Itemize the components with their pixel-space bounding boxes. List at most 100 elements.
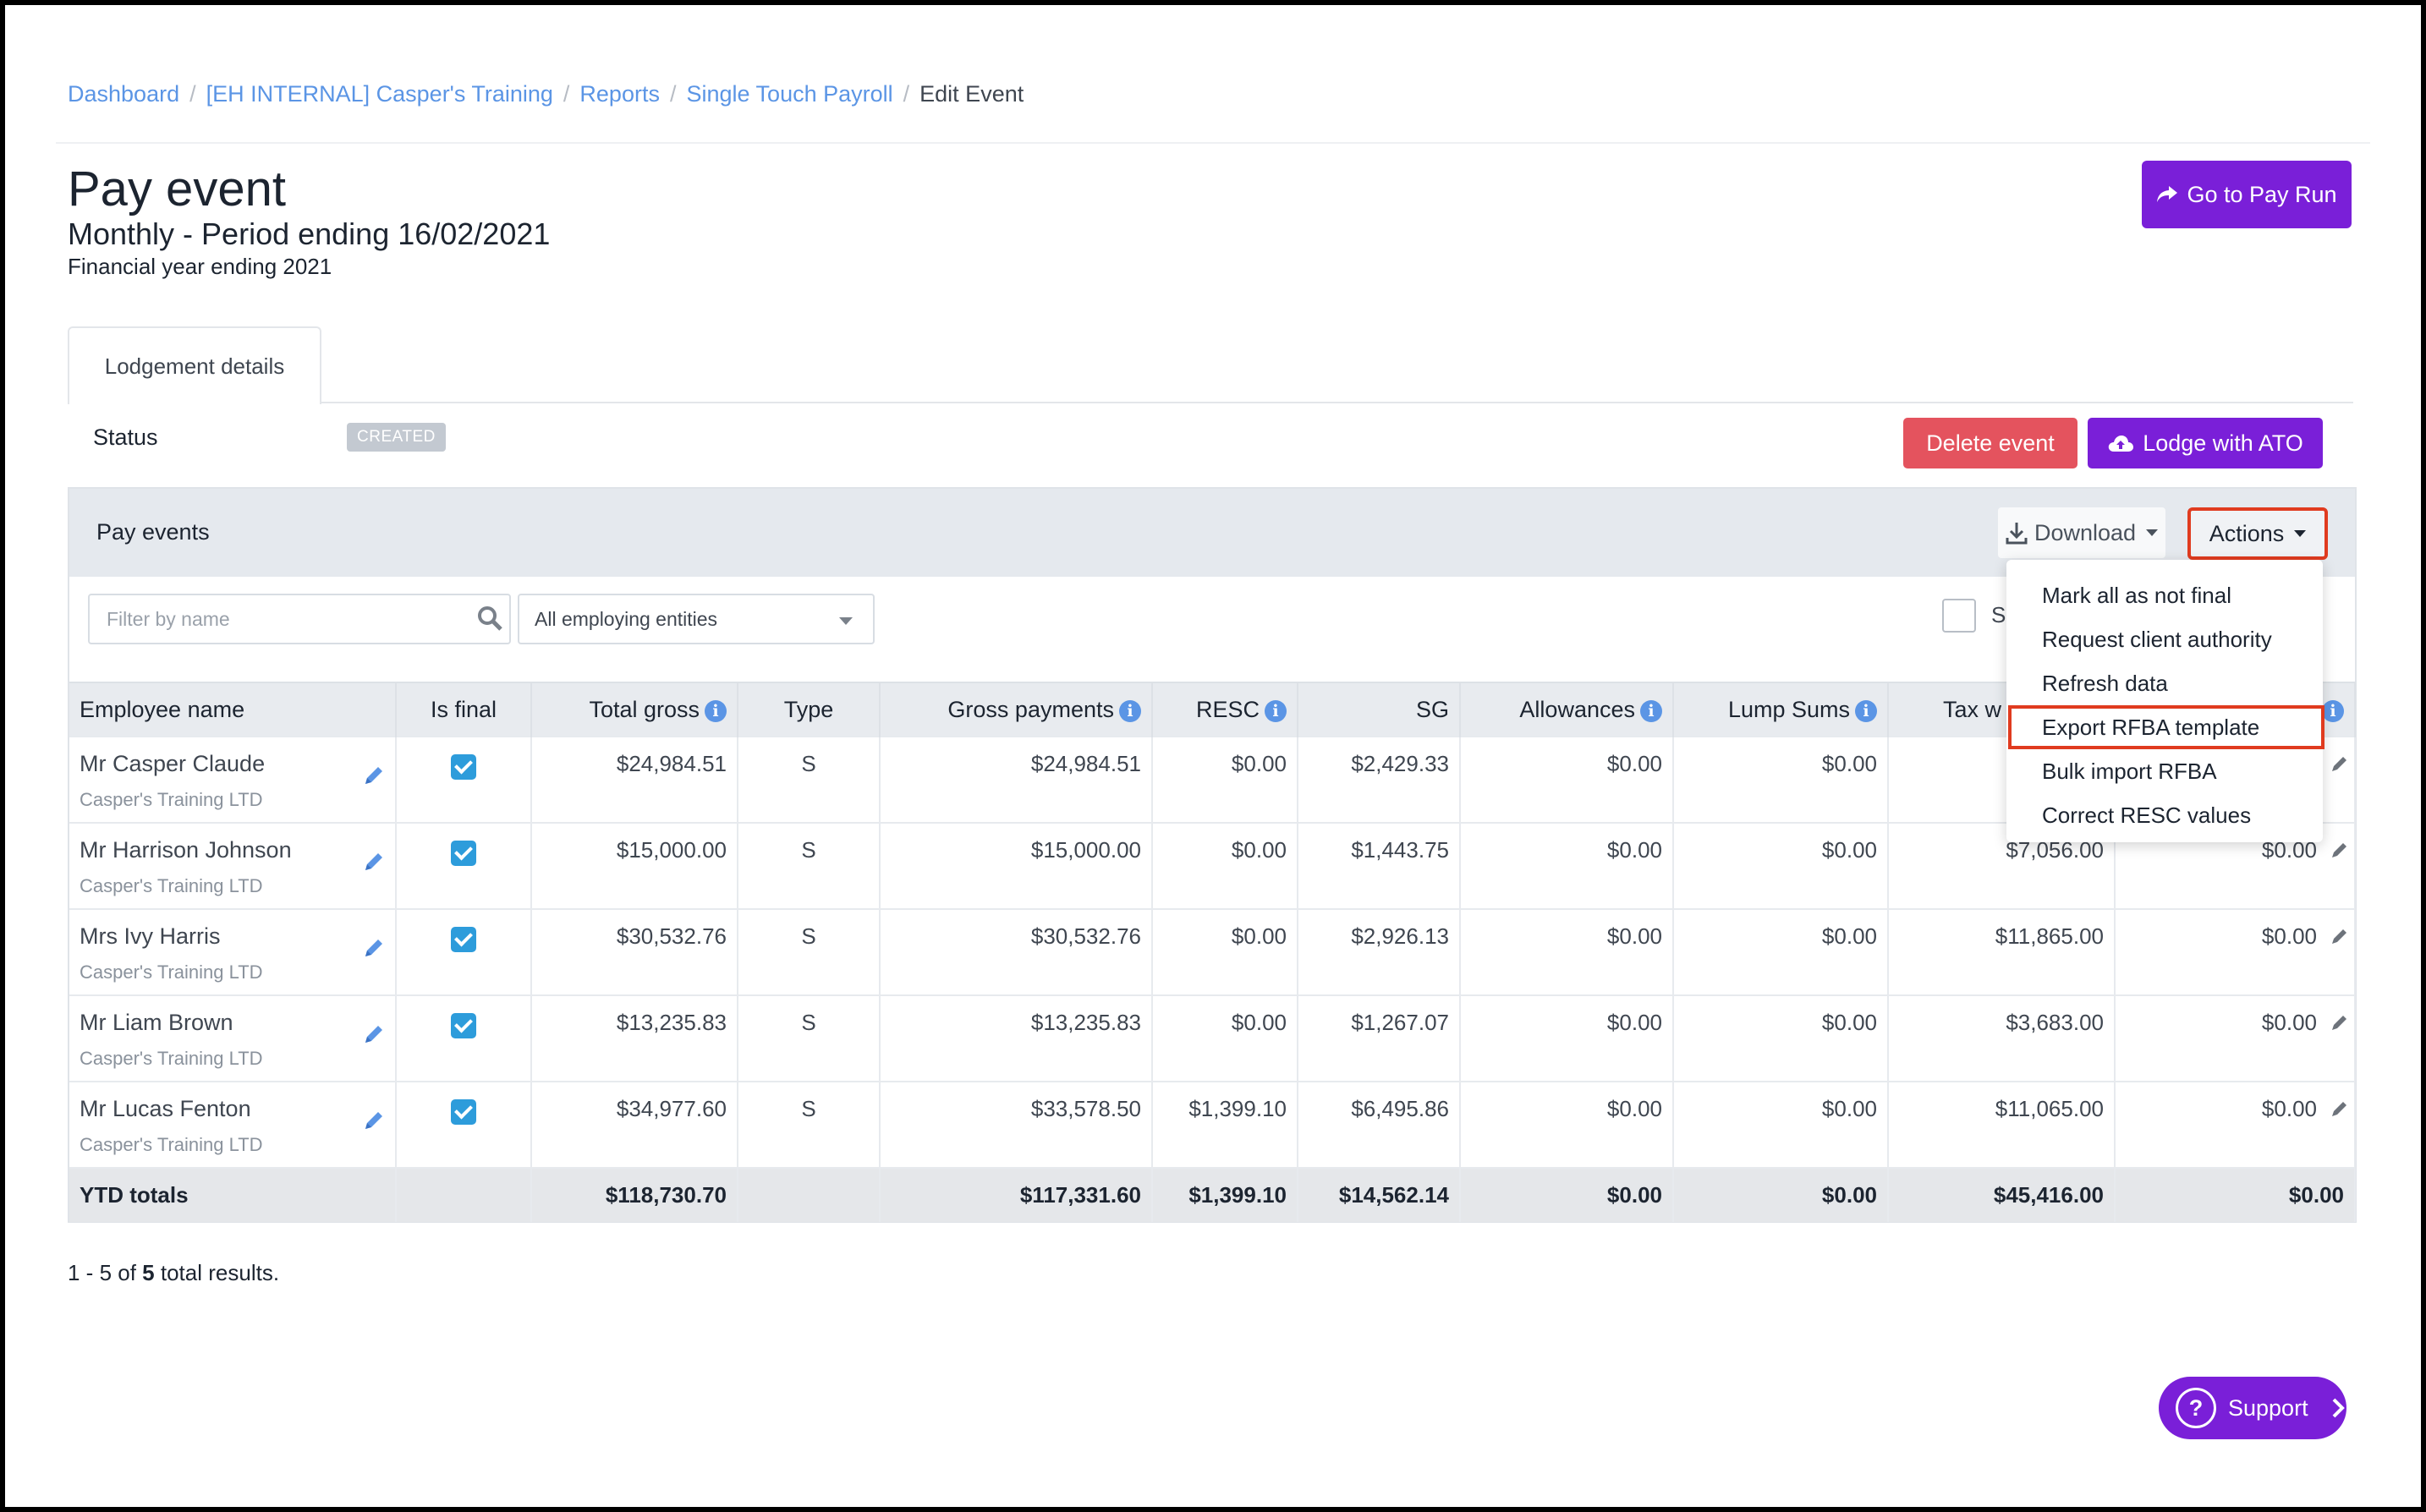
type-cell: S	[738, 994, 881, 1082]
info-icon[interactable]: i	[705, 699, 727, 722]
is-final-checkbox[interactable]	[451, 1013, 476, 1038]
column-is-final[interactable]: Is final	[396, 682, 532, 737]
employee-name[interactable]: Mr Casper Claude	[80, 751, 266, 776]
status-label: Status	[93, 425, 158, 450]
download-button[interactable]: Download	[1998, 507, 2165, 558]
employee-name[interactable]: Mr Liam Brown	[80, 1010, 233, 1035]
breadcrumb-dashboard[interactable]: Dashboard	[68, 81, 180, 107]
total-gross-cell: $30,532.76	[531, 908, 738, 995]
column-sg[interactable]: SG	[1298, 682, 1461, 737]
info-icon[interactable]: i	[1640, 699, 1662, 722]
cloud-upload-icon	[2108, 436, 2134, 452]
tax-withheld-cell: $11,065.00	[1888, 1081, 2116, 1168]
select-all-checkbox[interactable]	[1942, 599, 1976, 633]
actions-dropdown-menu: Mark all as not final Request client aut…	[2006, 560, 2324, 842]
menu-item-refresh-data[interactable]: Refresh data	[2042, 670, 2168, 696]
breadcrumb-separator: /	[669, 81, 677, 107]
edit-pencil-icon[interactable]	[2329, 839, 2351, 861]
is-final-checkbox[interactable]	[451, 754, 476, 780]
is-final-checkbox[interactable]	[451, 841, 476, 866]
table-row[interactable]: Mrs Ivy Harris Casper's Training LTD $30,5…	[69, 908, 2356, 995]
info-icon[interactable]: i	[2322, 699, 2344, 722]
column-allowances-label: Allowances	[1519, 696, 1635, 722]
go-to-pay-run-button[interactable]: Go to Pay Run	[2142, 161, 2352, 228]
filter-by-name-input[interactable]	[88, 594, 511, 644]
gross-payments-cell: $24,984.51	[880, 736, 1153, 823]
actions-label: Actions	[2209, 520, 2285, 546]
tab-lodgement-details[interactable]: Lodgement details	[68, 326, 321, 404]
panel-title: Pay events	[96, 519, 210, 545]
support-button[interactable]: ? Support	[2159, 1377, 2346, 1439]
column-total-gross-label: Total gross	[589, 696, 700, 722]
edit-pencil-icon[interactable]	[361, 1022, 387, 1047]
edit-pencil-icon[interactable]	[2329, 1098, 2351, 1120]
edit-pencil-icon[interactable]	[2329, 1011, 2351, 1033]
edit-pencil-icon[interactable]	[361, 1108, 387, 1133]
employee-company: Casper's Training LTD	[80, 1048, 263, 1069]
search-icon[interactable]	[475, 604, 504, 633]
is-final-cell	[396, 736, 532, 823]
sg-cell: $2,926.13	[1298, 908, 1461, 995]
info-icon[interactable]: i	[1119, 699, 1141, 722]
last-cell: $0.00	[2115, 994, 2356, 1082]
column-allowances[interactable]: Allowances i	[1460, 682, 1674, 737]
delete-event-button[interactable]: Delete event	[1903, 418, 2077, 468]
column-employee-name[interactable]: Employee name	[69, 682, 397, 737]
lump-sums-cell: $0.00	[1673, 822, 1889, 909]
table-row[interactable]: Mr Lucas Fenton Casper's Training LTD $34,…	[69, 1081, 2356, 1168]
breadcrumb-business[interactable]: [EH INTERNAL] Casper's Training	[206, 81, 553, 107]
table-row[interactable]: Mr Harrison Johnson Casper's Training LTD…	[69, 822, 2356, 909]
column-gross-payments[interactable]: Gross payments i	[880, 682, 1153, 737]
breadcrumb-reports[interactable]: Reports	[579, 81, 660, 107]
total-gross-cell: $24,984.51	[531, 736, 738, 823]
menu-item-mark-all-not-final[interactable]: Mark all as not final	[2042, 582, 2231, 608]
edit-pencil-icon[interactable]	[2329, 753, 2351, 775]
employee-cell: Mr Casper Claude Casper's Training LTD	[69, 736, 397, 823]
menu-item-export-rfba-template[interactable]: Export RFBA template	[2008, 705, 2324, 749]
employee-cell: Mr Lucas Fenton Casper's Training LTD	[69, 1081, 397, 1168]
menu-item-correct-resc-values[interactable]: Correct RESC values	[2042, 802, 2252, 828]
is-final-checkbox[interactable]	[451, 1099, 476, 1125]
is-final-checkbox[interactable]	[451, 927, 476, 952]
lodge-with-ato-button[interactable]: Lodge with ATO	[2088, 418, 2323, 468]
edit-pencil-icon[interactable]	[361, 935, 387, 961]
sg-cell: $2,429.33	[1298, 736, 1461, 823]
actions-button[interactable]: Actions	[2187, 507, 2328, 560]
employing-entity-select[interactable]: All employing entities	[518, 594, 875, 644]
info-icon[interactable]: i	[1855, 699, 1877, 722]
column-type[interactable]: Type	[738, 682, 881, 737]
info-icon[interactable]: i	[1265, 699, 1287, 722]
totals-sg: $14,562.14	[1298, 1167, 1461, 1222]
column-lump-sums[interactable]: Lump Sums i	[1673, 682, 1889, 737]
last-value: $0.00	[2261, 1096, 2317, 1121]
totals-tax: $45,416.00	[1888, 1167, 2116, 1222]
edit-pencil-icon[interactable]	[361, 763, 387, 788]
resc-cell: $1,399.10	[1152, 1081, 1298, 1168]
download-label: Download	[2034, 519, 2137, 545]
employee-name[interactable]: Mrs Ivy Harris	[80, 923, 221, 949]
totals-last: $0.00	[2115, 1167, 2356, 1222]
page: Dashboard / [EH INTERNAL] Casper's Train…	[5, 5, 2421, 1507]
total-gross-cell: $15,000.00	[531, 822, 738, 909]
table-row[interactable]: Mr Liam Brown Casper's Training LTD $13,23…	[69, 994, 2356, 1082]
column-total-gross[interactable]: Total gross i	[531, 682, 738, 737]
employee-name[interactable]: Mr Harrison Johnson	[80, 837, 292, 863]
edit-pencil-icon[interactable]	[2329, 925, 2351, 947]
support-label: Support	[2228, 1394, 2308, 1421]
pay-events-panel: Pay events Download Actions All employin…	[68, 487, 2357, 1223]
totals-empty	[396, 1167, 532, 1222]
menu-item-bulk-import-rfba[interactable]: Bulk import RFBA	[2042, 758, 2217, 784]
edit-pencil-icon[interactable]	[361, 849, 387, 874]
panel-header: Pay events Download Actions	[69, 489, 2355, 577]
employee-name[interactable]: Mr Lucas Fenton	[80, 1096, 251, 1121]
totals-label: YTD totals	[69, 1167, 397, 1222]
sg-cell: $6,495.86	[1298, 1081, 1461, 1168]
menu-item-request-client-authority[interactable]: Request client authority	[2042, 626, 2272, 652]
allowances-cell: $0.00	[1460, 736, 1674, 823]
column-resc[interactable]: RESC i	[1152, 682, 1298, 737]
results-summary: 1 - 5 of 5 total results.	[68, 1260, 279, 1286]
employee-company: Casper's Training LTD	[80, 961, 263, 983]
resc-cell: $0.00	[1152, 908, 1298, 995]
breadcrumb-stp[interactable]: Single Touch Payroll	[686, 81, 893, 107]
employee-company: Casper's Training LTD	[80, 875, 263, 896]
